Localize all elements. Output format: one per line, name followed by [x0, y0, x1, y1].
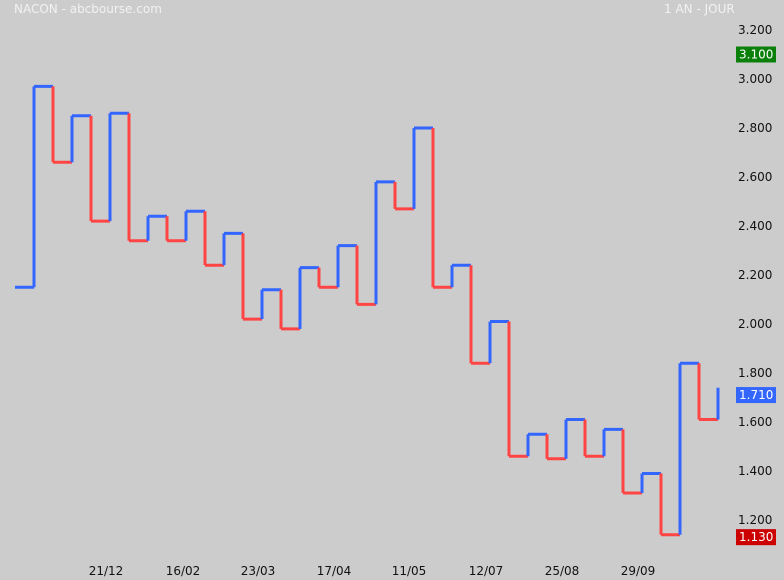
x-tick-label: 11/05 — [392, 564, 427, 578]
x-tick-label: 25/08 — [545, 564, 580, 578]
x-tick-label: 16/02 — [166, 564, 201, 578]
x-tick-label: 29/09 — [621, 564, 656, 578]
y-tick-label: 1.600 — [738, 415, 772, 429]
last-price-tag — [736, 387, 776, 404]
x-tick-label: 17/04 — [317, 564, 352, 578]
low-price-tag — [736, 529, 776, 546]
price-tags: 3.100 1.710 1.130 — [736, 46, 776, 546]
price-series — [15, 84, 720, 537]
y-tick-label: 1.800 — [738, 366, 772, 380]
y-tick-label: 3.200 — [738, 23, 772, 37]
y-tick-label: 2.000 — [738, 317, 772, 331]
y-tick-label: 2.200 — [738, 268, 772, 282]
y-tick-label: 1.200 — [738, 513, 772, 527]
y-tick-label: 2.400 — [738, 219, 772, 233]
y-tick-label: 2.600 — [738, 170, 772, 184]
y-tick-label: 3.000 — [738, 72, 772, 86]
high-price-label: 3.100 — [739, 48, 773, 62]
x-axis: 21/12 16/02 23/03 17/04 11/05 12/07 25/08 29/09 — [89, 564, 656, 578]
y-axis: 1.200 1.400 1.600 1.800 2.000 2.200 2.400 2.600… — [738, 23, 772, 527]
x-tick-label: 21/12 — [89, 564, 124, 578]
chart-title: NACON - abcbourse.com — [14, 2, 162, 16]
period-label: 1 AN - JOUR — [664, 2, 735, 16]
y-tick-label: 2.800 — [738, 121, 772, 135]
x-tick-label: 23/03 — [241, 564, 276, 578]
y-tick-label: 1.400 — [738, 464, 772, 478]
high-price-tag — [736, 46, 776, 63]
low-price-label: 1.130 — [739, 530, 773, 544]
x-tick-label: 12/07 — [469, 564, 504, 578]
last-price-label: 1.710 — [739, 388, 773, 402]
